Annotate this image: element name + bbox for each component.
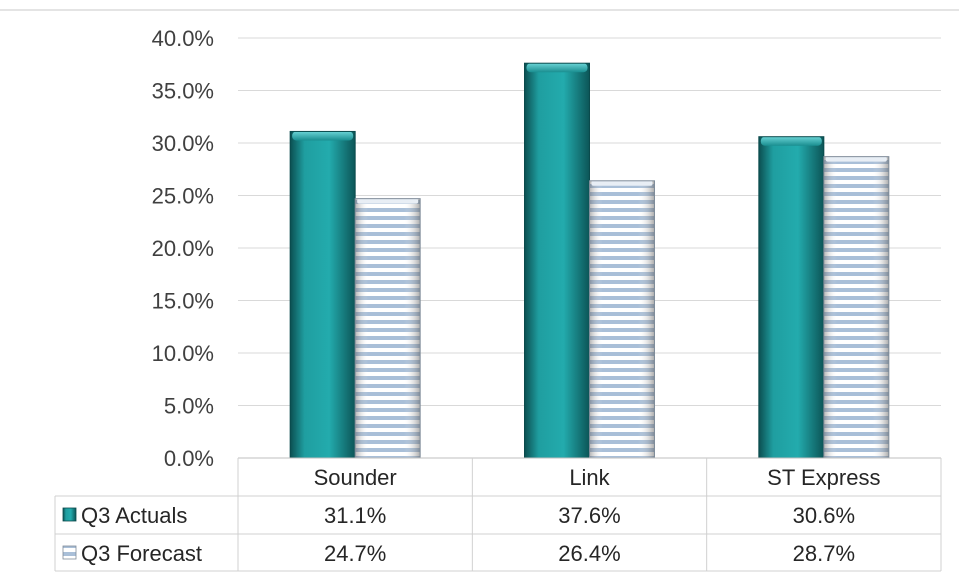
- legend-key: [62, 545, 77, 560]
- bar-actuals: [524, 62, 590, 459]
- data-label: 24.7%: [324, 541, 386, 566]
- y-tick-label: 0.0%: [164, 446, 214, 471]
- data-label: 37.6%: [558, 503, 620, 528]
- y-tick-label: 5.0%: [164, 394, 214, 419]
- category-label: ST Express: [767, 465, 880, 490]
- bars: [289, 62, 890, 459]
- bar-forecast: [354, 198, 421, 459]
- bar-cap: [357, 198, 419, 204]
- bar-body: [758, 136, 824, 458]
- data-table: Sounder Link ST Express Q3 Actuals 31.1% 37.6…: [54, 457, 942, 572]
- data-label: 26.4%: [558, 541, 620, 566]
- bar-cap: [591, 180, 653, 186]
- legend-key: [62, 507, 77, 522]
- y-tick-label: 30.0%: [152, 131, 214, 156]
- category-label: Sounder: [314, 465, 397, 490]
- bar-cap: [526, 63, 588, 73]
- bar-cap: [760, 136, 822, 146]
- y-tick-label: 40.0%: [152, 26, 214, 51]
- y-axis: 0.0% 5.0% 10.0% 15.0% 20.0% 25.0% 30.0% 35.0% 40…: [152, 26, 214, 471]
- bar-forecast: [823, 156, 890, 459]
- y-tick-label: 35.0%: [152, 79, 214, 104]
- y-tick-label: 25.0%: [152, 184, 214, 209]
- bar-cap: [292, 131, 354, 141]
- series-name: Q3 Actuals: [81, 503, 187, 528]
- bar-body: [290, 131, 356, 458]
- data-label: 28.7%: [793, 541, 855, 566]
- bar-forecast: [589, 180, 655, 459]
- y-tick-label: 20.0%: [152, 236, 214, 261]
- bar-actuals: [758, 136, 825, 459]
- y-tick-label: 10.0%: [152, 341, 214, 366]
- bar-cap: [825, 156, 887, 162]
- series-name: Q3 Forecast: [81, 541, 202, 566]
- data-label: 31.1%: [324, 503, 386, 528]
- category-label: Link: [569, 465, 610, 490]
- bar-shade: [823, 156, 889, 458]
- y-tick-label: 15.0%: [152, 289, 214, 314]
- bar-body: [524, 63, 590, 458]
- data-label: 30.6%: [793, 503, 855, 528]
- bar-actuals: [289, 130, 356, 459]
- bar-shade: [355, 198, 421, 458]
- bar-shade: [589, 180, 655, 459]
